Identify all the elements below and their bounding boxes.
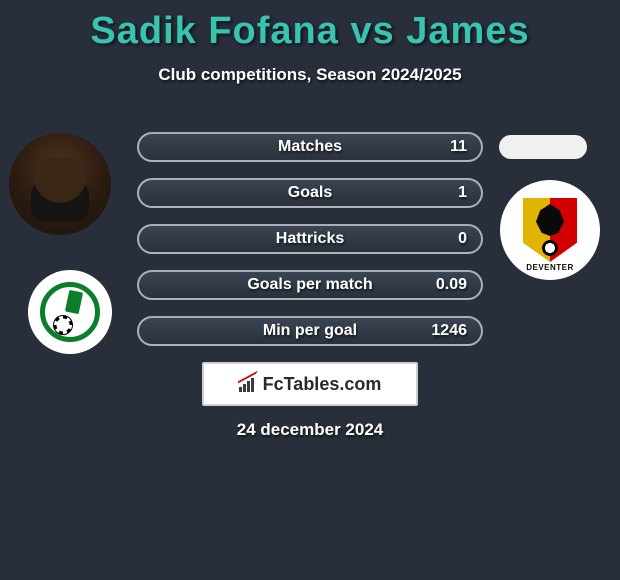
page-title: Sadik Fofana vs James: [0, 10, 620, 53]
club-left-badge: [28, 270, 112, 354]
stat-label: Min per goal: [263, 322, 357, 340]
stat-right-value: 1246: [421, 322, 467, 340]
fortuna-sittard-icon: [40, 282, 100, 342]
stat-row-min-per-goal: Min per goal 1246: [137, 316, 483, 346]
fctables-bars-icon: [239, 376, 259, 392]
stat-label: Goals per match: [247, 276, 372, 294]
stat-right-value: 0.09: [421, 276, 467, 294]
stat-label: Goals: [288, 184, 332, 202]
stat-label: Hattricks: [276, 230, 344, 248]
club-right-badge: DEVENTER: [500, 180, 600, 280]
brand-box: FcTables.com: [202, 362, 418, 406]
subtitle: Club competitions, Season 2024/2025: [0, 65, 620, 85]
brand-label: FcTables.com: [263, 374, 382, 395]
stat-right-value: 1: [421, 184, 467, 202]
go-ahead-eagles-icon: [523, 198, 577, 262]
player-left-avatar: [9, 133, 111, 235]
stat-row-goals-per-match: Goals per match 0.09: [137, 270, 483, 300]
stat-row-matches: Matches 11: [137, 132, 483, 162]
date-label: 24 december 2024: [0, 420, 620, 440]
player-right-avatar: [499, 135, 587, 159]
stat-row-goals: Goals 1: [137, 178, 483, 208]
stat-row-hattricks: Hattricks 0: [137, 224, 483, 254]
club-right-city: DEVENTER: [500, 263, 600, 272]
stat-right-value: 0: [421, 230, 467, 248]
stat-right-value: 11: [421, 138, 467, 156]
stats-list: Matches 11 Goals 1 Hattricks 0 Goals per…: [137, 132, 483, 362]
stat-label: Matches: [278, 138, 342, 156]
